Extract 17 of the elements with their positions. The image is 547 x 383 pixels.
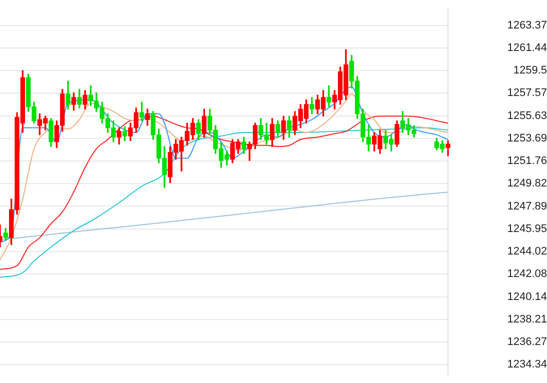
y-tick-label: 1234.34 bbox=[507, 358, 547, 371]
y-tick-label: 1255.63 bbox=[507, 110, 547, 122]
y-tick-label: 1242.08 bbox=[507, 268, 547, 280]
y-tick-label: 1253.69 bbox=[507, 132, 547, 144]
y-tick-label: 1261.44 bbox=[507, 42, 547, 54]
y-tick-label: 1249.82 bbox=[507, 178, 547, 190]
y-tick-label: 1259.5 bbox=[513, 64, 547, 77]
y-tick-label: 1244.02 bbox=[507, 245, 547, 258]
y-tick-label: 1251.76 bbox=[507, 155, 547, 168]
y-tick-label: 1263.37 bbox=[507, 19, 547, 32]
y-tick-label: 1240.14 bbox=[507, 290, 547, 303]
line-series bbox=[0, 192, 448, 240]
y-tick-label: 1247.89 bbox=[507, 200, 547, 212]
y-tick-label: 1236.27 bbox=[507, 336, 547, 348]
y-tick-label: 1245.95 bbox=[507, 222, 547, 235]
y-tick-label: 1238.21 bbox=[507, 313, 547, 326]
y-tick-label: 1257.57 bbox=[507, 87, 547, 100]
